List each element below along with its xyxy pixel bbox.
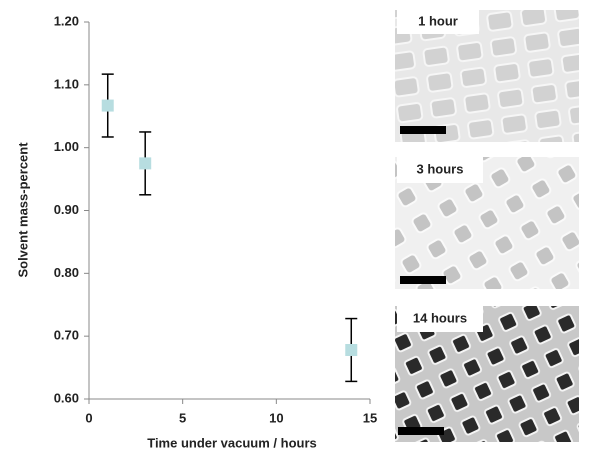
x-tick-label: 0	[85, 410, 92, 425]
x-tick-label: 15	[363, 410, 377, 425]
panel-label: 1 hour	[418, 13, 458, 28]
scale-bar	[400, 126, 446, 134]
micrograph-2: 3 hours	[395, 157, 579, 289]
y-tick-label: 1.20	[54, 13, 79, 28]
point	[345, 343, 358, 356]
x-axis-label: Time under vacuum / hours	[147, 435, 317, 450]
y-tick-label: 0.60	[54, 390, 79, 405]
y-axis-label: Solvent mass-percent	[15, 142, 30, 278]
point	[101, 99, 114, 112]
panel-label: 14 hours	[413, 310, 467, 325]
x-tick-label: 10	[269, 410, 283, 425]
label-box	[397, 157, 483, 183]
micrograph-3: 14 hours	[395, 306, 579, 442]
y-tick-label: 1.00	[54, 139, 79, 154]
x-tick-label: 5	[179, 410, 186, 425]
label-box	[397, 306, 483, 332]
y-tick-label: 0.90	[54, 202, 79, 217]
y-tick-label: 1.10	[54, 76, 79, 91]
point	[139, 157, 152, 170]
y-tick-label: 0.70	[54, 328, 79, 343]
label-box	[397, 10, 479, 34]
y-tick-label: 0.80	[54, 265, 79, 280]
micrograph-1: 1 hour	[395, 10, 579, 142]
scale-bar	[398, 427, 444, 435]
scale-bar	[400, 276, 446, 284]
panel-label: 3 hours	[417, 161, 464, 176]
